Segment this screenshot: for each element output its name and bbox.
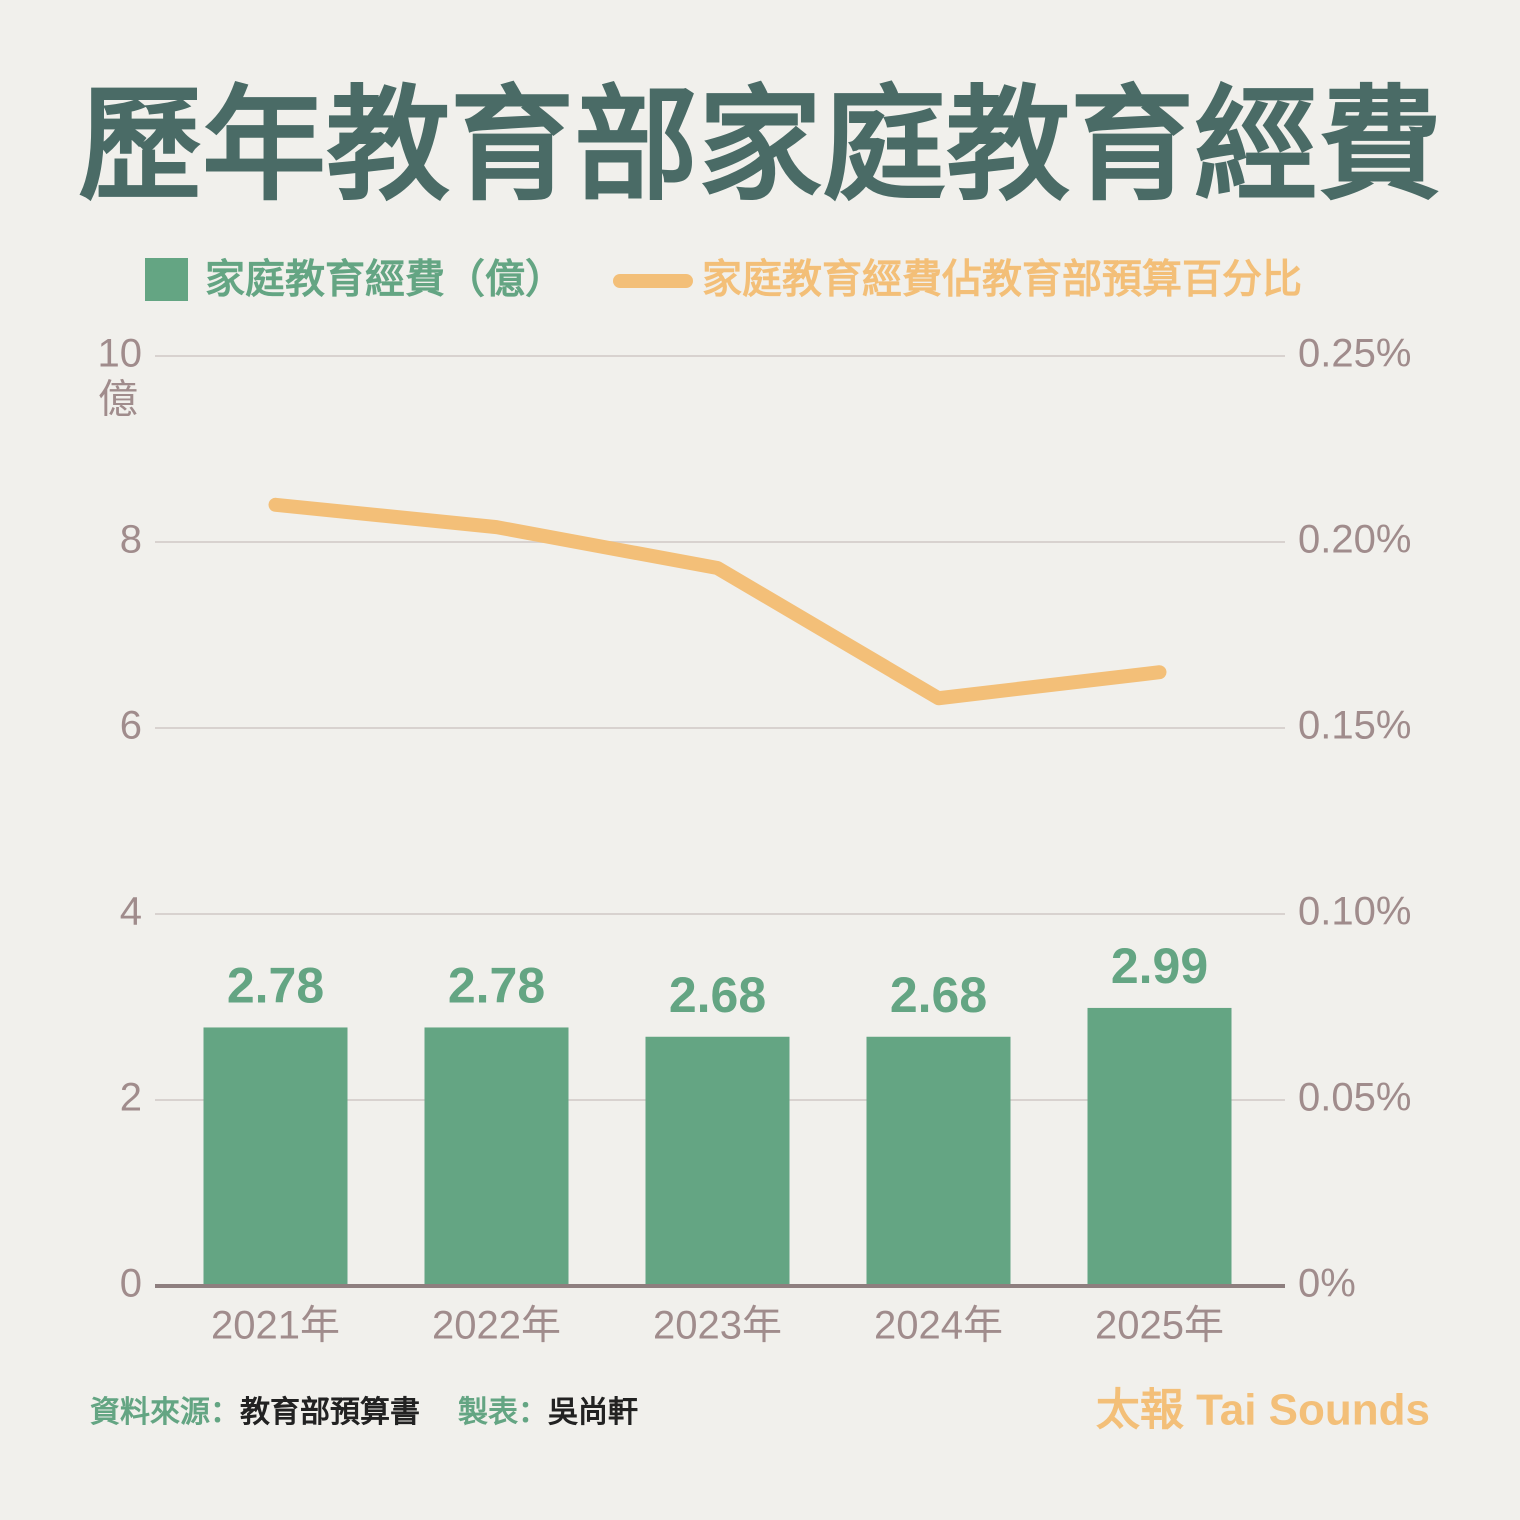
data-label: 2.68 [669, 967, 766, 1023]
y-tick-label: 10 [98, 332, 143, 376]
y2-tick-label: 0.05% [1298, 1076, 1411, 1120]
chart-title: 歷年教育部家庭教育經費 [78, 77, 1442, 215]
author: 吳尚軒 [548, 1396, 638, 1429]
y2-tick-label: 0.20% [1298, 518, 1411, 562]
data-label: 2.99 [1111, 938, 1208, 994]
data-label: 2.68 [890, 967, 987, 1023]
legend-label: 家庭教育經費佔教育部預算百分比 [702, 258, 1302, 302]
legend-swatch [145, 258, 188, 301]
y2-tick-label: 0.25% [1298, 332, 1411, 376]
x-tick-label: 2025年 [1095, 1304, 1224, 1348]
y2-tick-label: 0.15% [1298, 704, 1411, 748]
author-label: 製表： [458, 1396, 548, 1429]
source: 教育部預算書 [240, 1395, 420, 1429]
y-tick-label: 8 [120, 518, 142, 562]
y-axis-unit: 億 [98, 378, 138, 422]
bar [424, 1027, 569, 1286]
x-tick-label: 2022年 [432, 1304, 561, 1348]
legend-label: 家庭教育經費（億） [205, 258, 565, 302]
bar [203, 1027, 348, 1286]
bar [1087, 1007, 1232, 1286]
line [268, 497, 1167, 706]
brand: 太報 Tai Sounds [1096, 1386, 1430, 1435]
data-label: 2.78 [448, 958, 545, 1014]
y2-tick-label: 0% [1298, 1262, 1356, 1306]
y-tick-label: 2 [120, 1076, 142, 1120]
y-tick-label: 6 [120, 704, 142, 748]
x-tick-label: 2021年 [211, 1304, 340, 1348]
y-tick-label: 0 [120, 1262, 142, 1306]
source-label: 資料來源： [90, 1396, 240, 1429]
footer: 資料來源：教育部預算書 製表：吳尚軒 [90, 1395, 638, 1429]
bar [866, 1036, 1011, 1286]
y-tick-label: 4 [120, 890, 142, 934]
x-tick-label: 2024年 [874, 1304, 1003, 1348]
bar [645, 1036, 790, 1286]
x-tick-label: 2023年 [653, 1304, 782, 1348]
data-label: 2.78 [227, 958, 324, 1014]
y2-tick-label: 0.10% [1298, 890, 1411, 934]
